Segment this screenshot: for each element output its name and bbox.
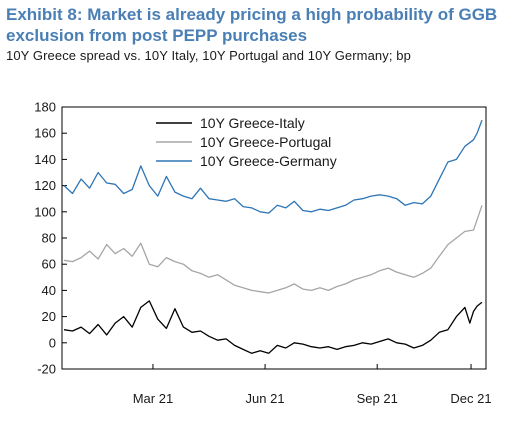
legend-label: 10Y Greece-Germany bbox=[200, 153, 337, 169]
y-tick-label: -20 bbox=[37, 362, 56, 377]
x-tick-label: Sep 21 bbox=[357, 391, 398, 406]
y-tick-label: 40 bbox=[42, 283, 56, 298]
legend: 10Y Greece-Italy 10Y Greece-Portugal 10Y G… bbox=[156, 115, 337, 169]
y-tick-label: 20 bbox=[42, 309, 56, 324]
y-tick-label: 100 bbox=[34, 204, 56, 219]
plot-area: 180 160 140 120 100 80 60 40 20 0 -20 Mar 21 Jun 21… bbox=[34, 100, 491, 407]
legend-label: 10Y Greece-Italy bbox=[200, 115, 305, 131]
chart-subtitle: 10Y Greece spread vs. 10Y Italy, 10Y Por… bbox=[6, 48, 411, 63]
y-tick-label: 60 bbox=[42, 257, 56, 272]
x-tick-label: Dec 21 bbox=[450, 391, 491, 406]
series-lines bbox=[63, 119, 483, 354]
y-tick-label: 120 bbox=[34, 178, 56, 193]
y-tick-label: 140 bbox=[34, 152, 56, 167]
x-tick-label: Mar 21 bbox=[133, 391, 173, 406]
series-line-10y-greece-portugal bbox=[63, 205, 483, 294]
y-axis: 180 160 140 120 100 80 60 40 20 0 -20 bbox=[34, 100, 67, 377]
x-axis: Mar 21 Jun 21 Sep 21 Dec 21 bbox=[133, 364, 492, 406]
y-tick-label: 180 bbox=[34, 100, 56, 115]
series-line-10y-greece-italy bbox=[63, 300, 483, 354]
y-tick-label: 0 bbox=[49, 335, 56, 350]
y-tick-label: 160 bbox=[34, 126, 56, 141]
legend-label: 10Y Greece-Portugal bbox=[200, 134, 331, 150]
chart-title: Exhibit 8: Market is already pricing a h… bbox=[6, 5, 498, 45]
y-tick-label: 80 bbox=[42, 231, 56, 246]
x-tick-label: Jun 21 bbox=[246, 391, 285, 406]
series-line-10y-greece-germany bbox=[63, 119, 483, 214]
